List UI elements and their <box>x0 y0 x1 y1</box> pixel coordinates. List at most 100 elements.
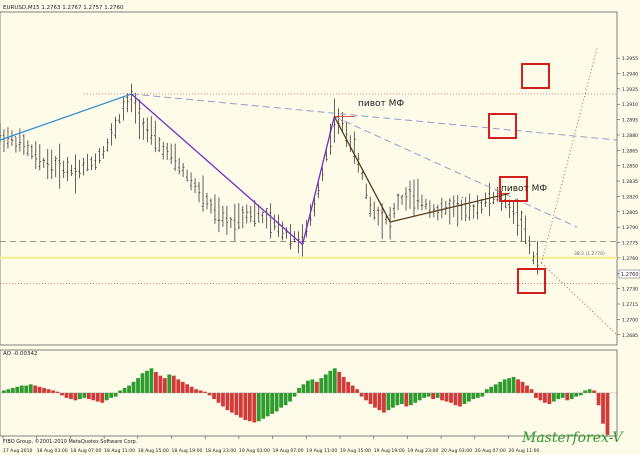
ao-bar <box>601 392 605 424</box>
y-tick-label: 1.2760 <box>622 256 638 262</box>
horizontal-levels <box>0 93 617 284</box>
ao-bar <box>382 392 386 413</box>
wave-line <box>0 93 132 141</box>
ao-bar <box>149 368 154 393</box>
ao-bar <box>507 378 512 393</box>
ao-bar <box>256 392 261 422</box>
ao-bar <box>301 384 306 393</box>
ao-bar <box>158 375 163 393</box>
copyright-text: FIBO Group, ©2001-2010 MetaQuotes Softwa… <box>3 438 138 445</box>
ao-bar <box>104 392 109 401</box>
ao-bar <box>314 381 319 393</box>
wave-line <box>333 116 510 223</box>
x-tick-label: 17 Aug 2010 <box>3 448 33 454</box>
x-tick-label: 19 Aug 11:00 <box>306 448 337 454</box>
ao-bar <box>605 392 610 435</box>
y-tick-label: 1.2820 <box>622 194 638 200</box>
ao-bar <box>270 392 275 414</box>
ao-bar <box>37 386 42 393</box>
ao-bar <box>60 392 64 396</box>
ao-bar <box>51 390 55 393</box>
ao-bar <box>538 392 543 401</box>
x-tick-label: 20 Aug 07:00 <box>475 448 506 454</box>
ao-bar <box>207 392 212 396</box>
ao-bar <box>297 388 301 393</box>
ao-bar <box>578 392 583 396</box>
x-tick-label: 19 Aug 07:00 <box>273 448 304 454</box>
y-tick-label: 1.2940 <box>622 71 638 77</box>
x-tick-label: 18 Aug 19:00 <box>172 448 203 454</box>
ao-bar <box>596 392 601 406</box>
ao-bar <box>42 388 47 393</box>
y-tick-label: 1.2910 <box>622 102 638 108</box>
ao-bar <box>399 392 404 404</box>
ao-bar <box>422 392 427 398</box>
ao-bar <box>176 379 181 393</box>
current-price-text: 1.2760 <box>621 272 639 278</box>
ao-bar <box>542 392 547 403</box>
current-price-tag <box>618 269 640 279</box>
ao-bar <box>395 392 400 406</box>
ao-bar <box>131 381 136 393</box>
ao-bar <box>91 392 96 401</box>
ao-bar <box>328 370 333 393</box>
ohlc-bars <box>0 83 539 275</box>
ao-bar <box>203 391 207 393</box>
x-tick-label: 20 Aug 11:00 <box>509 448 540 454</box>
ao-bar <box>368 392 373 404</box>
trendline <box>131 93 618 141</box>
y-tick-label: 1.2685 <box>622 333 638 339</box>
ao-bar <box>167 374 172 393</box>
pivot-label-1: пивот МФ <box>358 99 404 109</box>
ao-bar <box>64 392 69 398</box>
ao-bar <box>547 392 552 404</box>
ao-bar <box>221 392 225 407</box>
ao-bar <box>498 381 503 393</box>
target-boxes <box>488 63 550 294</box>
ao-bar <box>587 389 592 393</box>
ao-bar <box>212 392 216 400</box>
x-tick-label: 18 Aug 07:00 <box>70 448 101 454</box>
ao-bar <box>466 392 471 402</box>
axes: 1.2955 1.2940 1.2925 1.2910 1.2895 1.2880 1.28… <box>2 56 638 454</box>
ao-bar <box>292 392 297 397</box>
ao-bar <box>194 389 199 393</box>
y-tick-label: 1.2805 <box>622 210 638 216</box>
ao-bar <box>458 392 462 407</box>
ao-bar <box>230 392 234 413</box>
y-tick-label: 1.2865 <box>622 148 638 154</box>
ao-bar <box>238 392 243 418</box>
ao-bar <box>413 392 418 403</box>
ao-bar <box>346 381 351 393</box>
ao-bar <box>100 392 105 403</box>
target-box <box>488 113 517 139</box>
ao-bar <box>95 392 100 402</box>
ao-bar <box>480 392 485 397</box>
x-tick-label: 18 Aug 15:00 <box>138 448 169 454</box>
x-tick-label: 20 Aug 03:00 <box>441 448 472 454</box>
x-tick-label: 18 Aug 03:00 <box>37 448 68 454</box>
ao-bar <box>216 392 221 403</box>
ao-bar <box>73 392 78 401</box>
ao-bar <box>86 392 91 400</box>
x-tick-label: 19 Aug 19:00 <box>374 448 405 454</box>
wave-lines <box>0 93 618 246</box>
ao-bar <box>10 388 15 393</box>
wave-line <box>130 93 336 246</box>
ao-bar <box>323 374 328 393</box>
ao-bar <box>471 392 476 400</box>
ao-bar <box>426 392 431 397</box>
ao-bar <box>440 392 444 401</box>
ao-bar <box>19 385 24 393</box>
ao-bar <box>78 392 82 400</box>
ao-bar <box>484 389 489 393</box>
ao-bar <box>364 392 368 401</box>
ao-bar <box>118 390 123 393</box>
ao-bar <box>185 384 190 393</box>
x-tick-label: 19 Aug 03:00 <box>239 448 270 454</box>
y-tick-label: 1.2700 <box>622 317 638 323</box>
x-tick-label: 18 Aug 11:00 <box>104 448 135 454</box>
ao-bar <box>350 385 355 393</box>
ao-bar <box>189 386 194 393</box>
y-tick-label: 1.2850 <box>622 164 638 170</box>
